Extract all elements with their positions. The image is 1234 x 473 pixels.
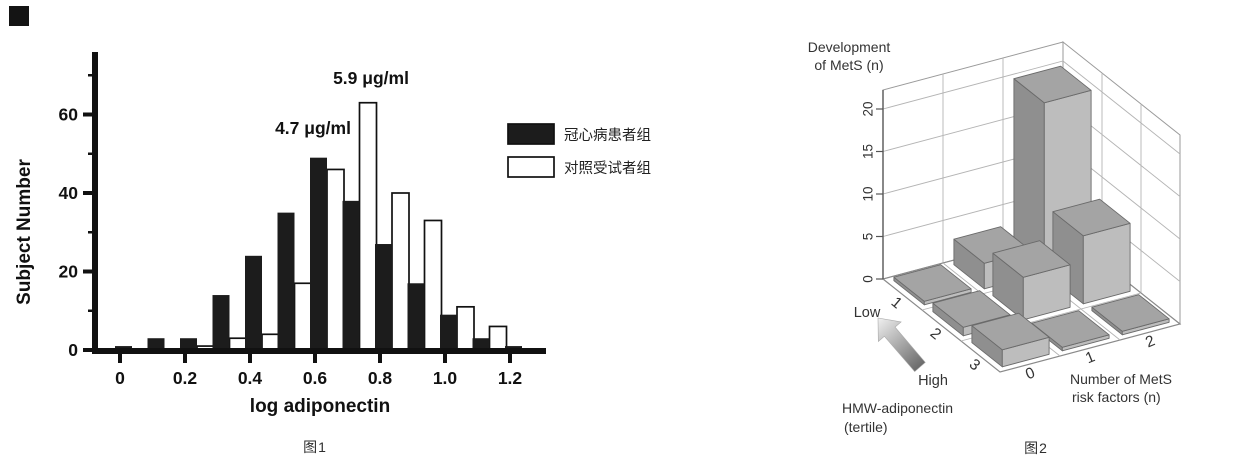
bar3d-tertile2-risk1	[992, 240, 1071, 321]
z-axis-title-line1: Development	[808, 39, 891, 55]
risk-axis-title-line1: Number of MetS	[1070, 371, 1172, 387]
figure2-mets-3d-bar-chart: 0 5 10 15 20 0 1 2 1 2 3 Development of MetS (n) Low H…	[808, 39, 1182, 435]
risk-axis-title-line2: risk factors (n)	[1072, 389, 1161, 405]
z-axis-title-line2: of MetS (n)	[814, 57, 883, 73]
x-axis-title: log adiponectin	[250, 396, 390, 417]
fig1-bars	[115, 101, 522, 351]
median-annotation-1: 5.9 μg/ml	[333, 68, 409, 88]
z-tick-label: 0	[861, 275, 876, 283]
hist-bar-control	[456, 305, 475, 351]
page-bullet-marker	[9, 6, 29, 26]
hist-bar-control	[488, 325, 508, 351]
hist-bar-chd	[180, 338, 197, 350]
hist-bar-chd	[407, 283, 425, 350]
x-tick-label: 0	[115, 368, 125, 388]
fig2-bars	[893, 65, 1170, 368]
z-tick-label: 10	[861, 186, 876, 201]
figure1-adiponectin-histogram: 0 20 40 60 0 0.2 0.4 0.6 0.8 1.0 1.2 log adiponecti…	[14, 52, 651, 417]
fig2-z-axis: 0 5 10 15 20	[861, 90, 884, 283]
tertile-axis-title-line2: (tertile)	[844, 419, 888, 435]
legend-swatch	[507, 156, 555, 178]
y-tick-label: 40	[59, 183, 79, 203]
y-tick-label: 60	[59, 105, 79, 125]
legend-swatch	[507, 123, 555, 145]
z-tick-label: 20	[861, 101, 876, 116]
hist-bar-control	[358, 101, 378, 351]
hist-bar-chd	[245, 255, 262, 350]
median-annotation-0: 4.7 μg/ml	[275, 118, 351, 138]
hist-bar-control	[261, 333, 280, 351]
tertile-axis-title-line1: HMW-adiponectin	[842, 400, 953, 416]
hist-bar-chd	[440, 314, 457, 350]
hist-bar-control	[326, 168, 345, 351]
tertile-tick-label: 1	[888, 294, 906, 313]
hist-bar-chd	[310, 157, 327, 350]
bar3d-tertile1-risk0	[893, 264, 972, 306]
hist-bar-chd	[342, 200, 360, 350]
hist-bar-control	[423, 219, 443, 351]
legend-label: 对照受试者组	[564, 160, 651, 177]
x-tick-label: 0.8	[368, 368, 393, 388]
x-tick-label: 0.2	[173, 368, 198, 388]
high-label: High	[918, 373, 948, 389]
hist-bar-chd	[147, 338, 165, 350]
low-label: Low	[854, 305, 881, 321]
hist-bar-chd	[277, 212, 295, 350]
x-tick-label: 0.4	[238, 368, 263, 388]
fig1-axes: 0 20 40 60 0 0.2 0.4 0.6 0.8 1.0 1.2	[59, 52, 546, 388]
hist-bar-chd	[212, 295, 230, 350]
hist-bar-control	[293, 282, 313, 351]
figure2-caption: 图2	[1024, 440, 1048, 456]
y-tick-label: 0	[68, 340, 78, 360]
tertile-tick-label: 3	[966, 356, 984, 375]
x-tick-label: 1.2	[498, 368, 523, 388]
x-tick-label: 1.0	[433, 368, 458, 388]
y-tick-label: 20	[59, 262, 79, 282]
z-tick-label: 15	[861, 144, 876, 159]
y-axis-title: Subject Number	[14, 159, 35, 305]
tertile-direction-arrow-icon	[877, 317, 926, 373]
bar3d-tertile3-risk2	[1091, 294, 1170, 336]
risk-tick-label: 0	[1023, 364, 1038, 383]
hist-bar-chd	[375, 244, 392, 350]
hist-bar-chd	[472, 338, 490, 350]
risk-tick-label: 1	[1083, 348, 1097, 367]
bar3d-tertile3-risk0	[971, 312, 1050, 368]
figure1-caption: 图1	[303, 439, 327, 455]
x-tick-label: 0.6	[303, 368, 328, 388]
hist-bar-control	[391, 192, 410, 351]
z-tick-label: 5	[861, 233, 876, 241]
legend-label: 冠心病患者组	[564, 127, 651, 144]
risk-tick-label: 2	[1143, 332, 1157, 351]
tertile-tick-label: 2	[927, 325, 945, 344]
